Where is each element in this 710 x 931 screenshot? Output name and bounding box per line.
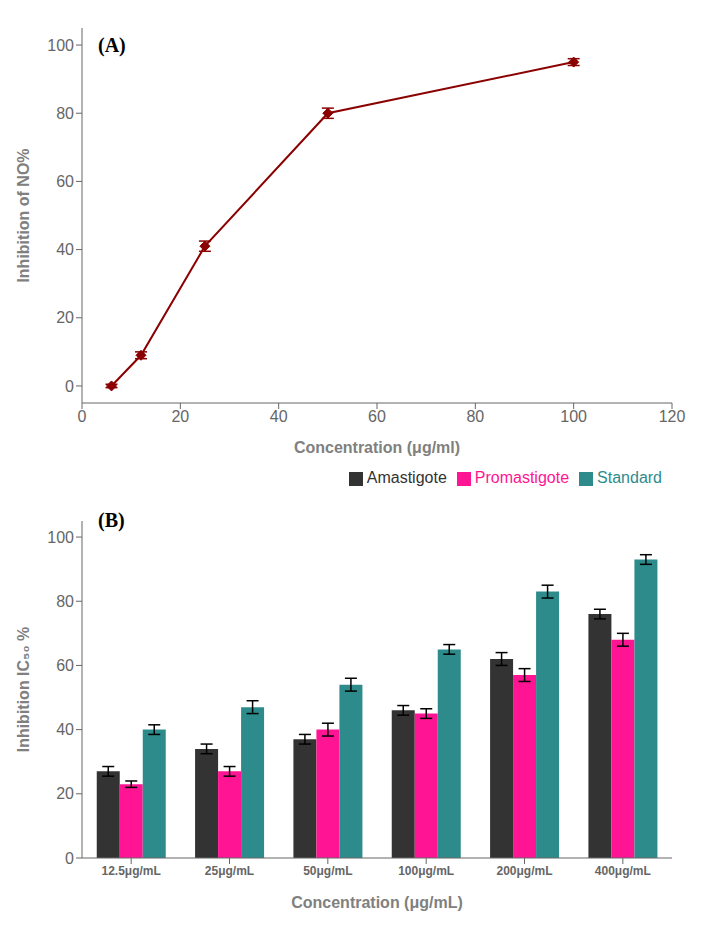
svg-text:100: 100: [47, 37, 74, 54]
svg-text:Concentration (μg/ml): Concentration (μg/ml): [294, 439, 460, 456]
svg-text:40: 40: [270, 408, 288, 425]
svg-text:20: 20: [56, 309, 74, 326]
svg-text:0: 0: [78, 408, 87, 425]
svg-text:12.5μg/mL: 12.5μg/mL: [101, 864, 160, 878]
svg-text:Inhibition of NO%: Inhibition of NO%: [15, 148, 32, 282]
svg-text:100μg/mL: 100μg/mL: [398, 864, 454, 878]
svg-text:120: 120: [659, 408, 686, 425]
html-text:(B): (B): [98, 509, 125, 531]
html-text:(A): (A): [98, 34, 126, 56]
svg-text:60: 60: [56, 173, 74, 190]
svg-text:80: 80: [56, 105, 74, 122]
svg-text:Concentration (μg/mL): Concentration (μg/mL): [291, 894, 463, 911]
svg-text:40: 40: [56, 721, 74, 738]
svg-text:50μg/mL: 50μg/mL: [303, 864, 352, 878]
svg-text:40: 40: [56, 241, 74, 258]
svg-text:100: 100: [560, 408, 587, 425]
html-text:Amastigote: Amastigote: [366, 469, 447, 486]
svg-text:400μg/mL: 400μg/mL: [595, 864, 651, 878]
svg-text:0: 0: [65, 378, 74, 395]
html-text:Standard: Standard: [597, 469, 662, 486]
svg-text:20: 20: [171, 408, 189, 425]
svg-text:Inhibition IC₅₀ %: Inhibition IC₅₀ %: [15, 627, 32, 753]
svg-text:100: 100: [47, 529, 74, 546]
svg-text:80: 80: [56, 593, 74, 610]
svg-text:25μg/mL: 25μg/mL: [205, 864, 254, 878]
svg-text:60: 60: [56, 657, 74, 674]
svg-text:200μg/mL: 200μg/mL: [496, 864, 552, 878]
svg-text:0: 0: [65, 850, 74, 867]
html-text:Promastigote: Promastigote: [474, 469, 570, 486]
svg-text:20: 20: [56, 785, 74, 802]
svg-text:60: 60: [368, 408, 386, 425]
svg-text:80: 80: [466, 408, 484, 425]
